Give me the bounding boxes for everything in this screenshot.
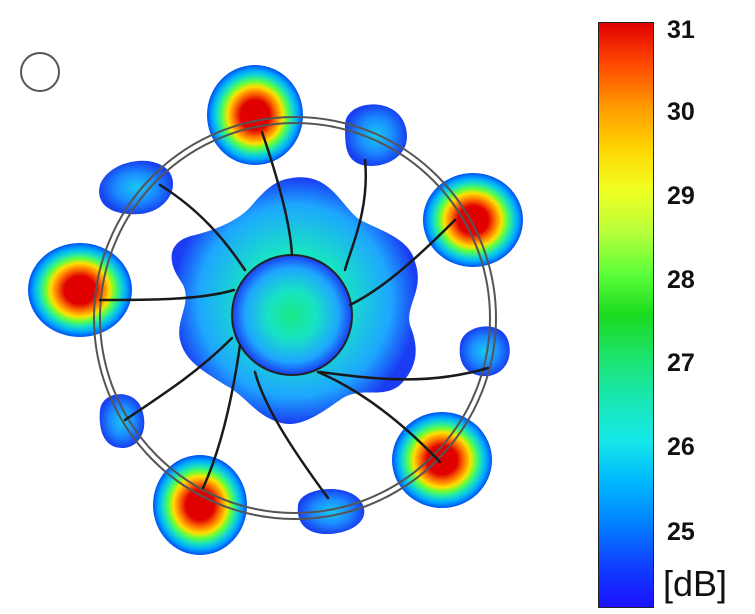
lobe-bottom xyxy=(297,489,365,535)
hotspot-top xyxy=(207,65,303,165)
arm-5 xyxy=(316,370,442,464)
lobe-top-right xyxy=(345,104,407,166)
scale-tick-label: 26 xyxy=(667,433,695,461)
scale-tick-label: 28 xyxy=(667,266,695,294)
arm-7 xyxy=(201,343,242,490)
arm-2 xyxy=(343,158,368,272)
scale-tick-label: 29 xyxy=(667,182,695,210)
arm-10 xyxy=(158,183,247,272)
hotspot-bottom-left xyxy=(153,455,247,555)
arm-6 xyxy=(253,370,330,500)
arm-4 xyxy=(318,366,490,381)
arm-9 xyxy=(98,288,236,302)
scale-unit-label: [dB] xyxy=(663,563,728,604)
scale-tick-label: 30 xyxy=(667,98,695,126)
spiral-arms xyxy=(98,130,490,500)
lobe-right xyxy=(459,326,510,377)
scale-tick-label: 25 xyxy=(667,518,695,546)
inner-ring xyxy=(99,122,491,514)
hotspot-left xyxy=(28,243,132,337)
scale-tick-label: 31 xyxy=(667,16,695,44)
arm-8 xyxy=(123,336,234,422)
central-disk xyxy=(231,254,353,376)
reference-circle xyxy=(20,52,60,92)
arm-3 xyxy=(348,218,457,307)
scale-tick-label: 27 xyxy=(667,349,695,377)
color-scale-bar xyxy=(598,22,654,608)
arm-1 xyxy=(260,130,294,257)
hotspot-right xyxy=(423,173,523,267)
field-distribution-diagram xyxy=(20,52,523,555)
hotspot-bottom-right xyxy=(392,412,492,508)
outer-ring xyxy=(93,116,497,520)
